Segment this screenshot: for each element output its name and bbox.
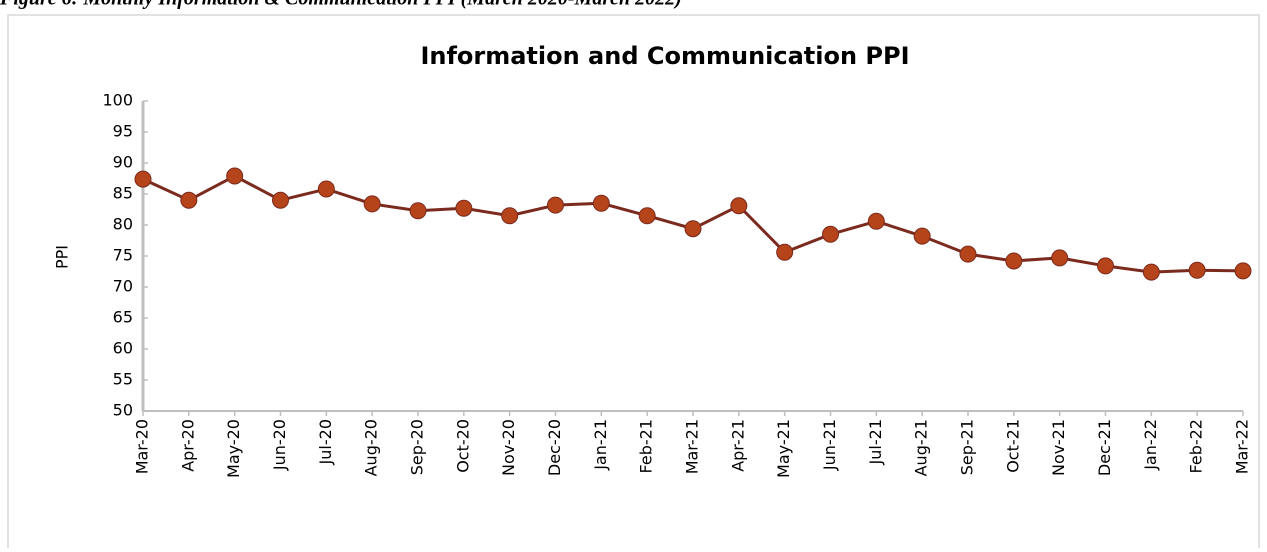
x-tick-label: Jul-20	[316, 419, 335, 465]
point	[180, 191, 198, 209]
x-tick-label: Jun-21	[820, 419, 839, 471]
point	[730, 197, 748, 215]
x-tick-label: Jan-22	[1141, 419, 1160, 471]
point	[684, 220, 702, 238]
x-tick-label: Feb-22	[1187, 419, 1206, 473]
chart-frame	[7, 14, 1260, 552]
y-tick-label: 70	[113, 277, 133, 296]
y-tick-label: 90	[113, 153, 133, 172]
x-tick-label: Aug-20	[362, 419, 381, 476]
point	[822, 225, 839, 243]
point	[1097, 257, 1114, 275]
point	[409, 202, 427, 220]
point	[1142, 263, 1160, 281]
caption: Figure 6: Monthly Information & Communic…	[0, 0, 682, 10]
x-tick-label: Sep-21	[958, 419, 977, 475]
x-tick-label: Oct-21	[1003, 419, 1022, 473]
x-tick-label: Dec-20	[545, 419, 564, 476]
y-tick-label: 60	[113, 339, 133, 358]
x-tick-label: Sep-20	[408, 419, 427, 475]
point	[317, 180, 335, 198]
point	[776, 243, 794, 261]
x-tick-label: Mar-21	[683, 419, 702, 474]
point	[501, 207, 519, 225]
x-tick-label: Jul-21	[866, 419, 885, 465]
point	[455, 199, 473, 217]
point	[1188, 261, 1206, 279]
y-tick-label: 65	[113, 308, 133, 327]
x-tick-label: Jun-20	[270, 419, 289, 471]
x-tick-label: Apr-20	[178, 419, 197, 472]
y-tick-label: 85	[113, 184, 133, 203]
y-axis-label: PPI	[53, 245, 72, 269]
chart-title: Information and Communication PPI	[420, 42, 909, 70]
y-tick-label: 50	[113, 401, 133, 420]
point	[226, 167, 244, 185]
x-tick-label: May-20	[224, 419, 243, 478]
point	[1051, 249, 1069, 267]
point	[272, 191, 289, 209]
point	[547, 196, 564, 214]
y-tick-label: 80	[113, 215, 133, 234]
point	[592, 194, 610, 212]
x-tick-label: Aug-21	[912, 419, 931, 476]
y-tick-label: 95	[113, 122, 133, 141]
x-tick-label: May-21	[774, 419, 793, 478]
point	[363, 195, 381, 213]
point	[1005, 252, 1023, 270]
y-tick-label: 75	[113, 246, 133, 265]
y-tick-label: 55	[113, 370, 133, 389]
x-tick-label: Mar-20	[133, 419, 152, 474]
point	[134, 170, 152, 188]
point	[959, 245, 977, 263]
x-tick-label: Jan-21	[591, 419, 610, 471]
point	[913, 227, 931, 245]
x-tick-label: Dec-21	[1095, 419, 1114, 476]
y-tick-label: 100	[102, 91, 133, 110]
x-tick-label: Oct-20	[453, 419, 472, 473]
x-tick-label: Nov-20	[499, 419, 518, 476]
x-tick-label: Nov-21	[1049, 419, 1068, 476]
x-tick-label: Mar-22	[1233, 419, 1252, 474]
point	[638, 207, 656, 225]
point	[1234, 262, 1252, 280]
point	[867, 212, 885, 230]
x-tick-label: Apr-21	[728, 419, 747, 472]
x-tick-label: Feb-21	[637, 419, 656, 473]
